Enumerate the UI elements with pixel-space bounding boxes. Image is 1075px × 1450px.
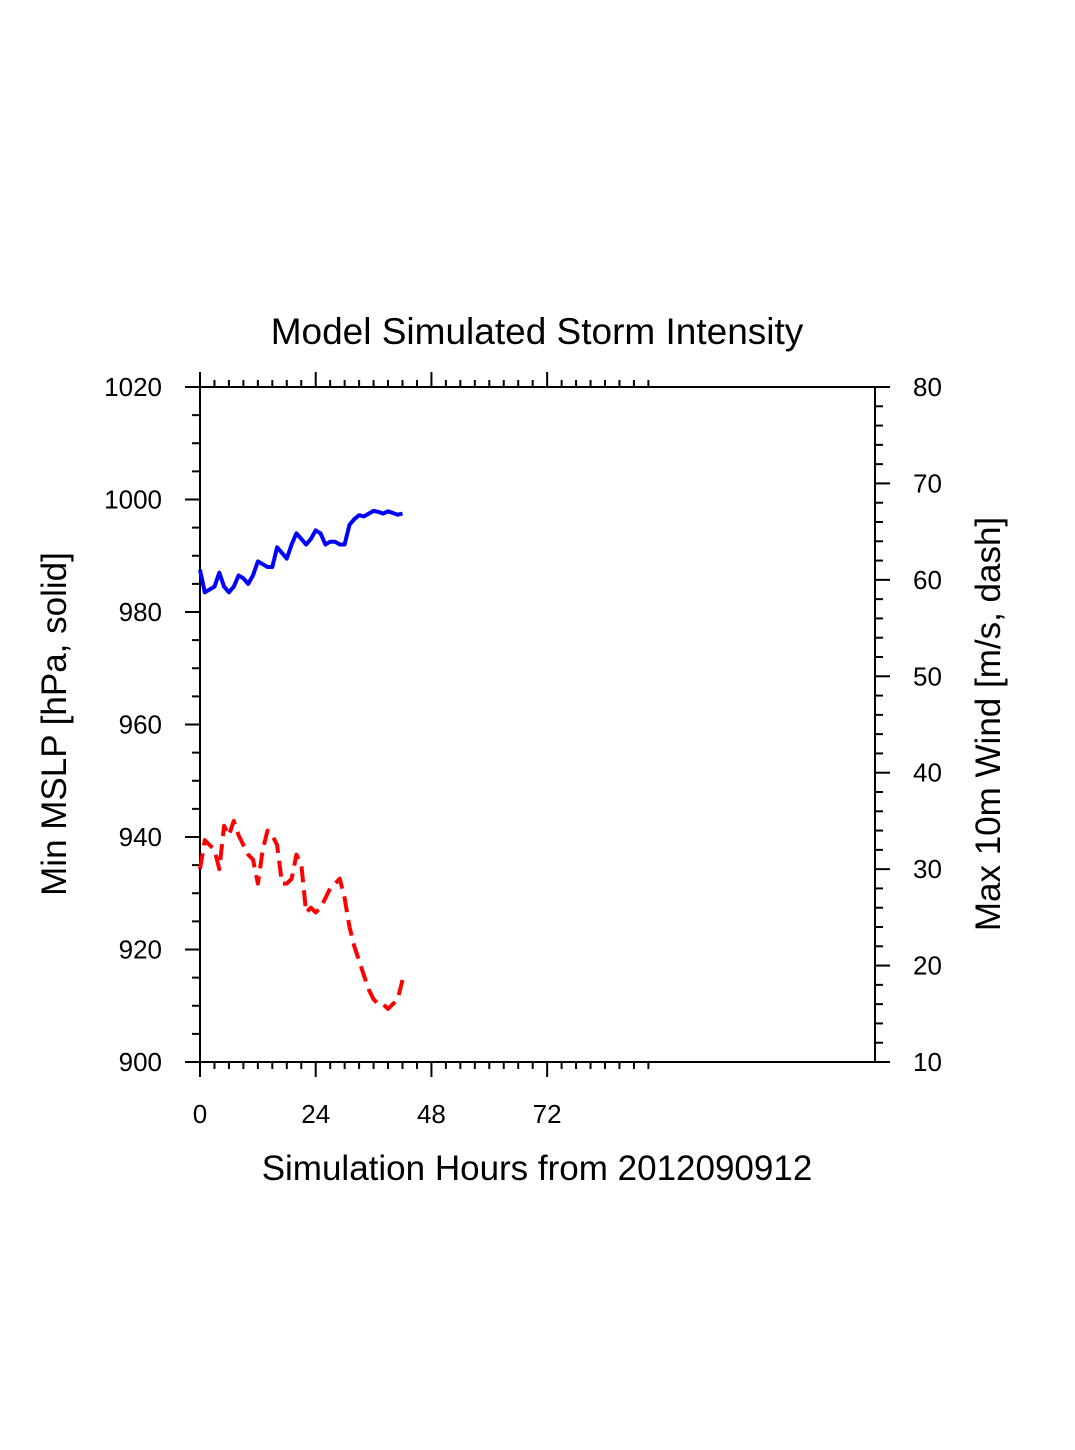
x-tick-label: 0: [193, 1099, 207, 1129]
y-right-tick-label: 10: [913, 1047, 942, 1077]
y-left-tick-label: 900: [119, 1047, 162, 1077]
y-left-tick-label: 960: [119, 710, 162, 740]
min-mslp-series-line: [198, 508, 403, 595]
x-tick-label: 72: [533, 1099, 562, 1129]
x-tick-label: 48: [417, 1099, 446, 1129]
x-tick-label: 24: [301, 1099, 330, 1129]
plot-frame: [199, 386, 876, 1063]
chart-title: Model Simulated Storm Intensity: [271, 311, 804, 352]
y-right-tick-label: 70: [913, 468, 942, 498]
axis-tick-labels: 0 24 48 72900920940960980100010201020304050…: [104, 372, 942, 1129]
max-wind-series-line: [198, 818, 405, 1011]
y-left-tick-label: 1000: [104, 485, 162, 515]
y-right-tick-label: 60: [913, 565, 942, 595]
y-left-tick-label: 940: [119, 822, 162, 852]
data-series: [198, 508, 405, 1011]
y-right-tick-label: 80: [913, 372, 942, 402]
y-right-tick-label: 40: [913, 758, 942, 788]
y-right-tick-label: 30: [913, 854, 942, 884]
y-right-tick-label: 20: [913, 951, 942, 981]
y-axis-right-title: Max 10m Wind [m/s, dash]: [969, 517, 1008, 931]
y-right-tick-label: 50: [913, 661, 942, 691]
y-left-tick-label: 1020: [104, 372, 162, 402]
y-left-tick-label: 920: [119, 935, 162, 965]
y-left-tick-label: 980: [119, 597, 162, 627]
x-axis-title: Simulation Hours from 2012090912: [262, 1149, 813, 1188]
axis-ticks: [185, 372, 890, 1077]
y-axis-left-title: Min MSLP [hPa, solid]: [35, 552, 74, 896]
